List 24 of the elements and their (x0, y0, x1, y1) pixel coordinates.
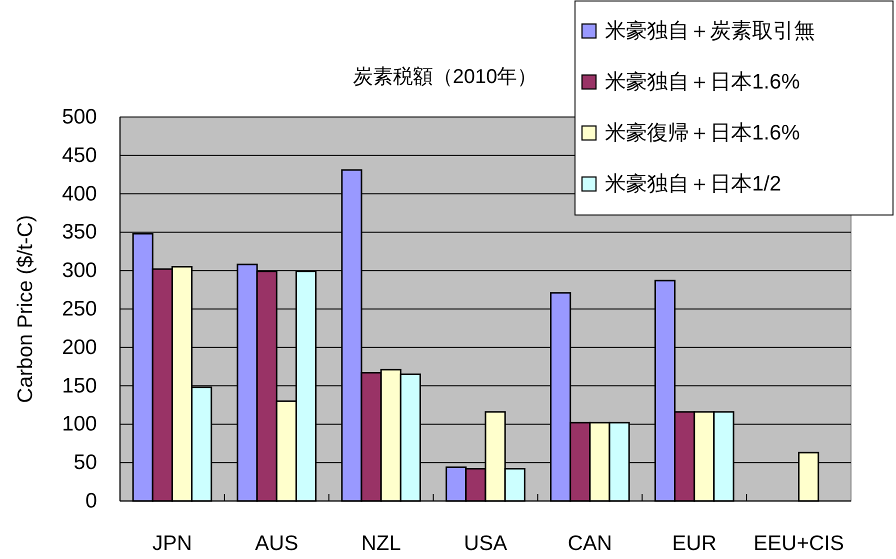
y-tick-label: 250 (62, 298, 97, 320)
chart-title: 炭素税額（2010年） (352, 66, 538, 88)
y-tick-label: 0 (85, 490, 97, 512)
y-tick-label: 100 (62, 412, 97, 436)
y-tick-label: 500 (62, 106, 97, 128)
y-tick-label: 50 (74, 451, 97, 474)
y-tick-label: 450 (62, 144, 97, 167)
x-tick-label: EEU+CIS (754, 532, 844, 555)
y-tick-label: 200 (62, 336, 97, 359)
x-tick-label: AUS (255, 532, 298, 555)
x-tick-label: JPN (152, 532, 192, 555)
legend-label: 米豪独自＋炭素取引無 (605, 20, 815, 42)
y-tick-label: 150 (62, 374, 97, 398)
x-tick-label: EUR (672, 532, 717, 555)
y-tick-label: 350 (62, 220, 97, 244)
x-tick-label: USA (464, 532, 508, 555)
x-tick-label: NZL (361, 532, 401, 555)
legend-label: 米豪独自＋日本1/2 (605, 172, 782, 196)
legend-label: 米豪独自＋日本1.6% (605, 70, 800, 94)
legend-label: 米豪復帰＋日本1.6% (605, 122, 800, 144)
y-tick-label: 400 (62, 182, 97, 206)
y-axis-title: Carbon Price ($/t-C) (14, 215, 37, 403)
x-tick-label: CAN (568, 532, 612, 555)
y-tick-label: 300 (62, 259, 97, 282)
